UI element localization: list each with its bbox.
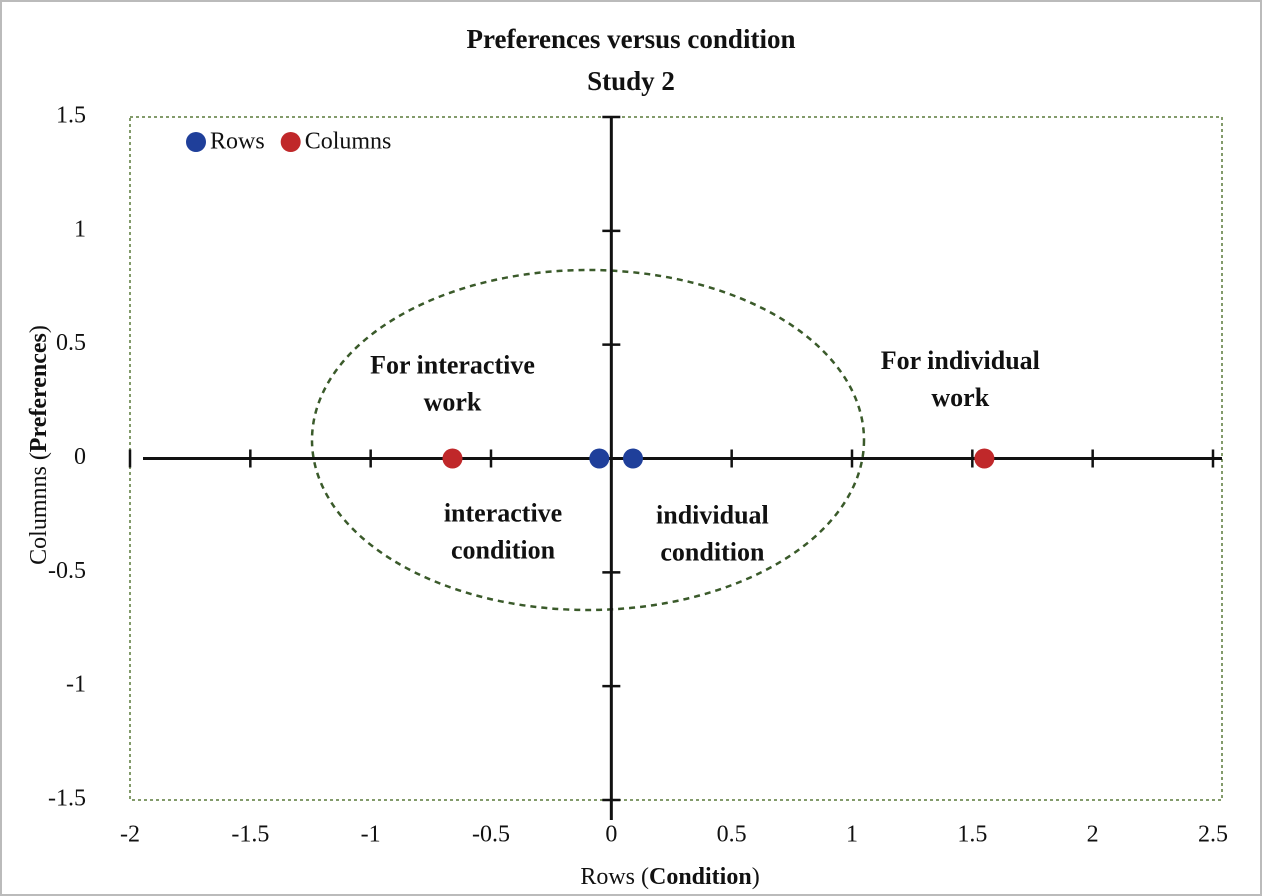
x-tick-label: 1.5	[957, 822, 987, 848]
x-label-part: )	[752, 864, 760, 890]
y-tick-label: 0.5	[56, 330, 86, 356]
y-label-part: Columnns (	[26, 452, 52, 565]
legend-marker	[280, 132, 301, 152]
x-tick-label: -2	[120, 822, 140, 848]
annotation: individual condition	[656, 501, 769, 567]
x-tick-label: 0.5	[717, 822, 747, 848]
y-tick-label: 0	[74, 444, 86, 470]
annotation: For individual work	[881, 346, 1040, 412]
x-label-part: Rows (	[580, 864, 649, 890]
y-tick-label: 1	[74, 216, 86, 242]
annotation: For interactive work	[370, 350, 535, 416]
annotation-line: individual	[656, 501, 769, 530]
x-tick-label: -0.5	[472, 822, 510, 848]
y-tick-label: -0.5	[48, 558, 86, 584]
y-axis-label: Columnns (Preferences)	[26, 325, 52, 565]
x-tick-label: 0	[605, 822, 617, 848]
legend-label: Columns	[305, 129, 392, 155]
y-label-part: Preferences	[26, 333, 52, 452]
annotation-line: condition	[451, 535, 556, 564]
plot-border	[129, 116, 1223, 801]
y-tick-label: 1.5	[56, 103, 86, 129]
annotation-line: condition	[660, 538, 765, 567]
annotation-line: work	[931, 383, 989, 412]
cluster-ellipse	[310, 268, 866, 612]
y-label-part: )	[26, 325, 52, 333]
x-tick-label: -1.5	[231, 822, 269, 848]
chart-subtitle: Study 2	[587, 66, 675, 96]
legend-label: Rows	[210, 129, 265, 155]
annotation-line: For interactive	[370, 350, 535, 379]
annotation-line: work	[424, 387, 482, 416]
x-tick-label: 2.5	[1198, 822, 1228, 848]
point	[589, 448, 610, 469]
y-tick-label: -1	[66, 672, 86, 698]
annotation-line: For individual	[881, 346, 1040, 375]
point	[442, 448, 463, 469]
legend-marker	[186, 132, 206, 152]
x-label-part: Condition	[649, 864, 752, 890]
y-tick-label: -1.5	[48, 786, 86, 812]
annotation: interactive condition	[444, 498, 562, 564]
x-axis-label: Rows (Condition)	[580, 864, 759, 890]
point	[974, 448, 995, 469]
chart-title: Preferences versus condition	[467, 24, 796, 54]
annotation-line: interactive	[444, 498, 562, 527]
point	[622, 448, 643, 469]
x-tick-label: -1	[361, 822, 381, 848]
x-tick-label: 1	[846, 822, 858, 848]
x-tick-label: 2	[1087, 822, 1099, 848]
